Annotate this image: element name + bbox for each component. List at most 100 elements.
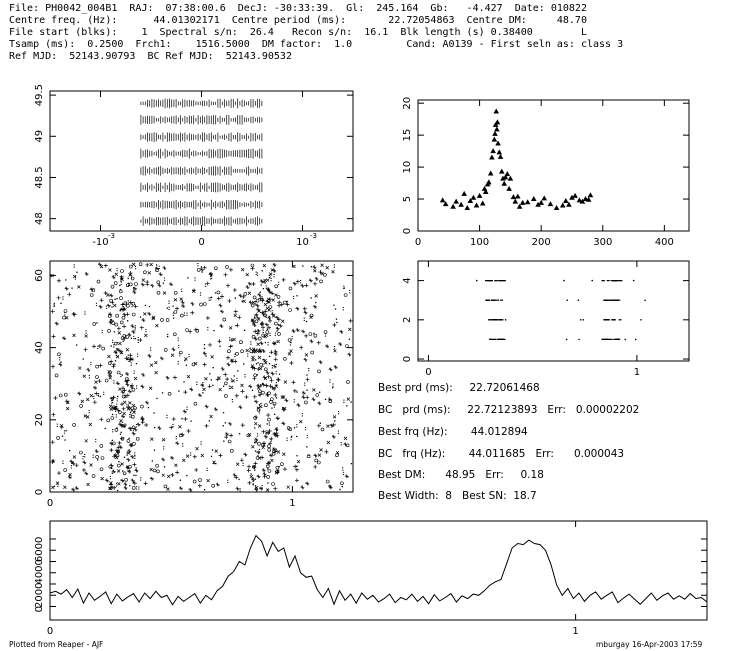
tvp-mark <box>183 416 188 421</box>
tvp-mark <box>118 341 122 346</box>
tvp-mark <box>122 340 124 342</box>
tvp-mark <box>211 275 213 277</box>
tvp-mark <box>260 385 262 387</box>
tvp-mark <box>88 422 93 427</box>
tvp-mark <box>131 275 133 277</box>
tvp-mark <box>327 484 332 489</box>
tvp-mark <box>267 482 269 484</box>
tvp-mark <box>193 401 198 406</box>
tvp-mark <box>252 484 254 486</box>
tvp-mark <box>223 372 228 377</box>
tvp-mark <box>251 347 256 351</box>
tvp-mark <box>202 387 206 392</box>
snr-y-tick-label: 15 <box>402 129 413 142</box>
tvp-mark <box>301 395 306 400</box>
tvp-mark <box>61 435 64 437</box>
tvp-mark <box>300 485 305 490</box>
tvp-mark <box>271 482 275 486</box>
tvp-mark <box>115 354 120 359</box>
tvp-mark <box>313 453 318 458</box>
tvp-mark <box>246 464 251 469</box>
tvp-mark <box>208 420 210 422</box>
tvp-mark <box>111 413 114 416</box>
tvp-mark <box>50 309 55 314</box>
tvp-mark <box>172 314 174 316</box>
tvp-mark <box>247 480 252 485</box>
tvp-mark <box>163 466 166 468</box>
tvp-mark <box>260 402 262 405</box>
tvp-mark <box>266 297 271 301</box>
tvp-mark <box>257 389 262 394</box>
snr-point <box>467 197 474 203</box>
tvp-mark <box>133 304 138 309</box>
tvp-mark <box>109 396 114 401</box>
tvp-mark <box>261 383 264 385</box>
tvp-mark <box>268 430 270 432</box>
tvp-mark <box>266 423 268 425</box>
tvp-mark <box>275 382 277 384</box>
tvp-mark <box>256 408 261 412</box>
tvp-mark <box>111 306 113 308</box>
tvp-mark <box>250 263 255 268</box>
tvp-mark <box>168 282 173 287</box>
tvp-mark <box>260 455 265 460</box>
profile-y-tick-labels: 0200040006000 <box>34 537 45 613</box>
tvp-mark <box>128 426 133 431</box>
tvp-mark <box>175 441 180 446</box>
tvp-mark <box>194 361 198 366</box>
tvp-mark <box>88 412 90 414</box>
tvp-mark <box>246 468 251 473</box>
tvp-mark <box>73 266 75 268</box>
tvp-mark <box>271 310 273 312</box>
tvp-mark <box>304 382 306 384</box>
tvp-mark <box>254 301 256 303</box>
tvp-mark <box>133 338 135 340</box>
tvp-mark <box>123 482 128 487</box>
tvp-mark <box>112 339 114 341</box>
tvp-mark <box>198 478 202 482</box>
tvp-mark <box>57 483 59 485</box>
tvp-mark <box>339 488 341 491</box>
tvp-mark <box>192 479 197 484</box>
tvp-mark <box>317 401 322 406</box>
tvp-mark <box>59 357 61 359</box>
tvp-mark <box>108 404 113 408</box>
snr-point <box>476 192 483 198</box>
tvp-mark <box>245 348 249 353</box>
tvp-mark <box>274 384 279 389</box>
tvp-mark <box>253 421 258 426</box>
tvp-mark <box>255 271 257 273</box>
subband-dot <box>565 338 568 341</box>
snr-x-tick-label: 200 <box>532 237 551 248</box>
tvp-mark <box>261 348 266 353</box>
tvp-mark <box>81 467 86 472</box>
tvp-mark <box>125 348 130 352</box>
tvp-mark <box>134 408 136 410</box>
tvp-mark <box>157 426 162 431</box>
tvp-mark <box>109 441 114 446</box>
tvp-mark <box>135 474 137 477</box>
tvp-mark <box>267 417 271 422</box>
tvp-mark <box>343 401 345 403</box>
tvp-mark <box>137 353 139 355</box>
tvp-mark <box>77 391 82 396</box>
tvp-mark <box>305 395 310 400</box>
snr-point <box>470 194 477 200</box>
tvp-mark <box>331 422 336 427</box>
tvp-mark <box>130 454 135 459</box>
tvp-mark <box>267 469 272 473</box>
tvp-mark <box>125 335 130 339</box>
tvp-mark <box>111 321 115 325</box>
tvp-mark <box>93 395 95 397</box>
tvp-mark <box>101 346 105 351</box>
tvp-mark <box>89 293 94 297</box>
tvp-mark <box>261 445 265 450</box>
tvp-mark <box>72 312 77 317</box>
tvp-mark <box>219 309 224 314</box>
best-dm-readout: Best DM: 48.95 Err: 0.18 <box>378 469 544 481</box>
tvp-mark <box>145 328 147 330</box>
tvp-mark <box>255 303 257 305</box>
tvp-mark <box>261 468 266 473</box>
tvp-mark <box>283 380 288 384</box>
tvp-mark <box>55 481 60 485</box>
